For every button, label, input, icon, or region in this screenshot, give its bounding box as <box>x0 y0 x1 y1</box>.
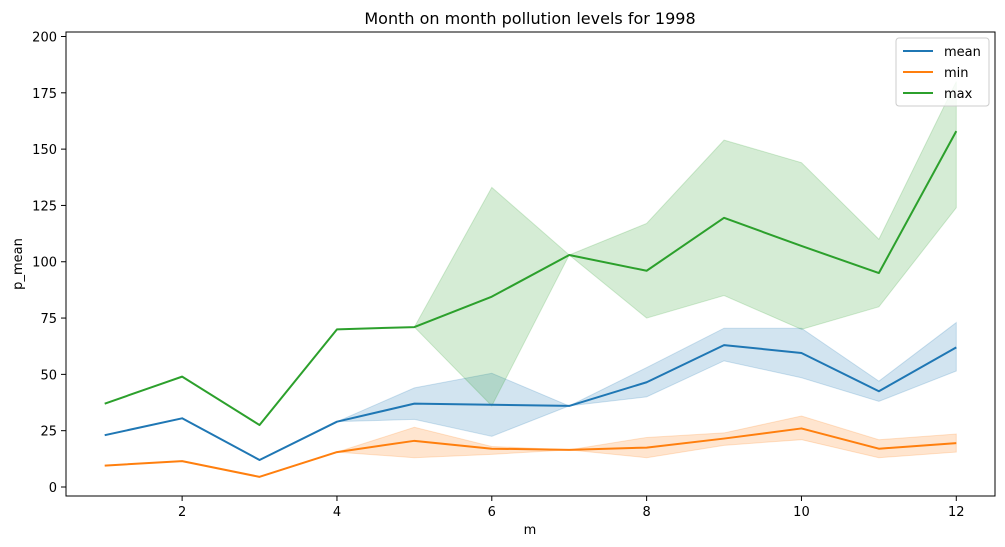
plot-frame <box>65 31 996 497</box>
y-tick-label: 100 <box>32 256 57 271</box>
x-axis-label: m <box>524 523 537 538</box>
line-mean <box>104 344 957 461</box>
x-tick-label: 12 <box>948 505 965 520</box>
series-lines <box>104 130 958 478</box>
legend: mean min max <box>895 37 990 107</box>
y-tick-label: 200 <box>32 31 57 46</box>
y-tick-label: 50 <box>40 368 57 383</box>
x-tick-label: 10 <box>793 505 810 520</box>
y-tick-label: 75 <box>40 312 57 327</box>
y-tick-label: 25 <box>40 425 57 440</box>
legend-label-max: max <box>944 87 973 102</box>
band-mean <box>104 321 957 461</box>
x-tick-label: 6 <box>488 505 496 520</box>
chart-title: Month on month pollution levels for 1998 <box>364 9 695 28</box>
x-tick-label: 8 <box>642 505 650 520</box>
x-tick-label: 4 <box>333 505 341 520</box>
y-axis-ticks: 0 25 50 75 100 125 150 175 200 <box>32 31 66 496</box>
legend-label-min: min <box>944 66 969 81</box>
x-tick-label: 2 <box>178 505 186 520</box>
y-tick-label: 175 <box>32 87 57 102</box>
y-axis-label: p_mean <box>11 238 26 290</box>
y-tick-label: 150 <box>32 143 57 158</box>
legend-label-mean: mean <box>944 45 981 60</box>
confidence-bands <box>104 81 957 478</box>
y-tick-label: 125 <box>32 199 57 214</box>
legend-box <box>895 37 990 107</box>
y-tick-label: 0 <box>49 481 57 496</box>
line-min <box>104 427 957 478</box>
x-axis-ticks: 2 4 6 8 10 12 <box>178 496 965 520</box>
line-max <box>104 130 958 427</box>
